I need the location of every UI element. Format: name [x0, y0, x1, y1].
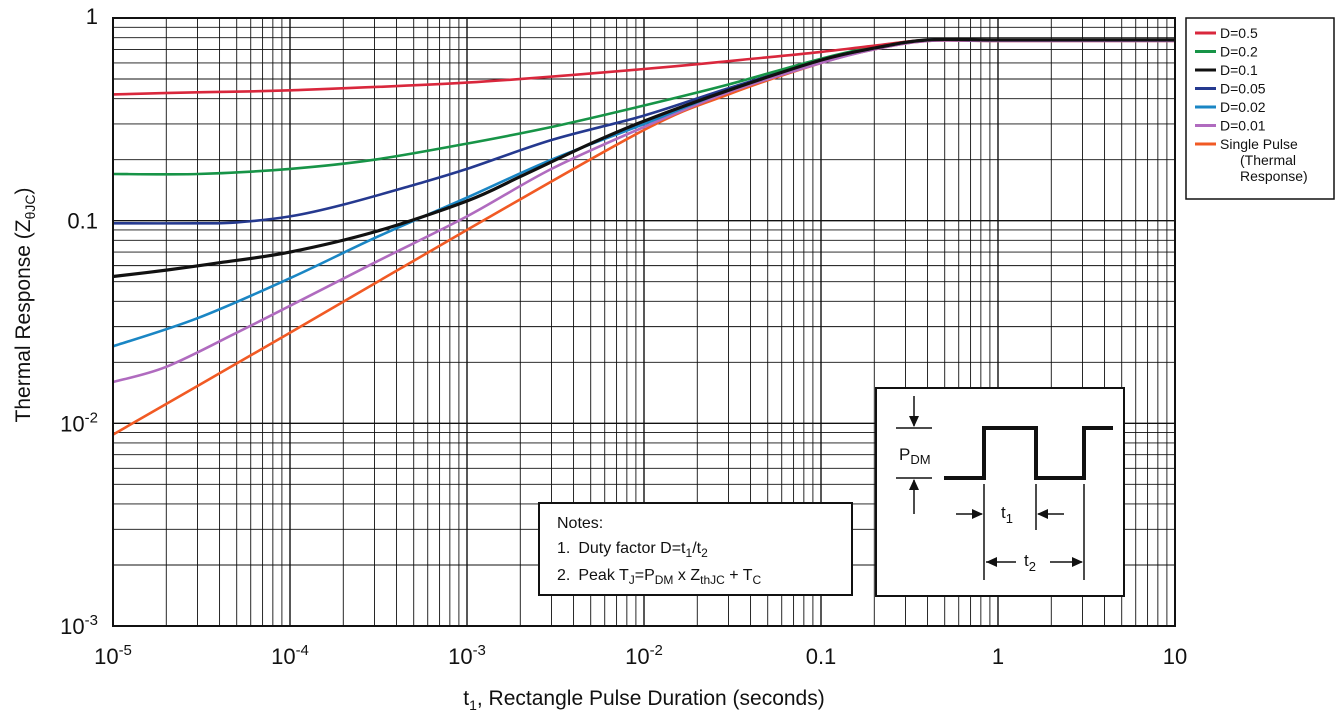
legend-label: D=0.2: [1220, 44, 1258, 60]
y-tick-label: 10-2: [60, 409, 98, 436]
y-tick-label: 10-3: [60, 612, 98, 639]
series-group: [112, 37, 1175, 436]
t1-label: t1: [1001, 503, 1013, 526]
y-axis-title: Thermal Response (ZθJC): [12, 188, 38, 423]
legend-label: Single Pulse: [1220, 136, 1298, 152]
x-tick-label: 10-5: [94, 642, 132, 669]
plot-frame: [112, 17, 1176, 627]
x-axis-title: t1, Rectangle Pulse Duration (seconds): [463, 687, 824, 713]
note-duty-factor: 1. Duty factor D=t1/t2: [557, 540, 708, 560]
y-tick-labels: 1 0.1 10-2 10-3: [60, 4, 98, 639]
x-tick-label: 10-3: [448, 642, 486, 669]
legend-label: (Thermal: [1240, 152, 1296, 168]
x-tick-label: 10-4: [271, 642, 309, 669]
t2-label: t2: [1024, 551, 1036, 574]
t2-arrowhead-left: [986, 557, 997, 567]
note-peak-tj: 2. Peak TJ=PDM x ZthJC + TC: [557, 567, 762, 587]
pulse-waveform: [944, 426, 1113, 480]
t2-arrowhead-right: [1072, 557, 1083, 567]
pdm-label: PDM: [899, 445, 931, 467]
x-tick-label: 0.1: [806, 644, 837, 669]
notes-frame: [538, 502, 853, 596]
legend-label: D=0.1: [1220, 62, 1258, 78]
x-tick-labels: 10-5 10-4 10-3 10-2 0.1 1 10: [94, 642, 1187, 669]
t1-arrowhead-left: [972, 509, 983, 519]
y-tick-label: 1: [86, 4, 98, 29]
t1-arrowhead-right: [1037, 509, 1048, 519]
x-tick-label: 1: [992, 644, 1004, 669]
pulse-diagram: PDM t1 t2: [875, 387, 1125, 597]
legend-label: D=0.05: [1220, 81, 1266, 97]
pdm-arrowhead-bottom: [909, 479, 919, 490]
legend: D=0.5 D=0.2 D=0.1 D=0.05 D=0.02 D=0.01 Single …: [1185, 17, 1335, 200]
pdm-arrowhead-top: [909, 416, 919, 427]
y-tick-label: 0.1: [67, 209, 98, 234]
legend-label: D=0.01: [1220, 118, 1266, 134]
x-tick-label: 10: [1163, 644, 1187, 669]
legend-label: D=0.5: [1220, 25, 1258, 41]
series-line-d-0-1: [112, 37, 1175, 279]
x-tick-label: 10-2: [625, 642, 663, 669]
legend-label: D=0.02: [1220, 99, 1266, 115]
notes-heading: Notes:: [557, 515, 603, 532]
notes-box: Notes: 1. Duty factor D=t1/t2 2. Peak TJ=P…: [538, 502, 853, 596]
legend-label: Response): [1240, 168, 1308, 184]
